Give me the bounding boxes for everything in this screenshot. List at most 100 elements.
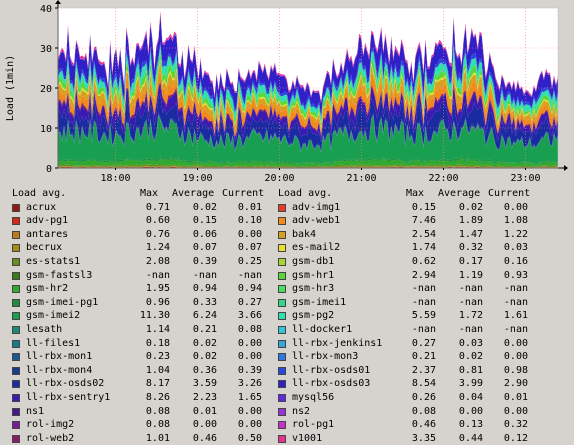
legend-current: 3.26 [238,377,262,391]
legend-current: 1.65 [238,391,262,405]
legend-swatch [12,285,20,293]
legend-average: 0.02 [193,337,217,351]
legend-series-name: es-stats1 [26,255,80,269]
legend-current: 0.27 [238,296,262,310]
legend-series-name: ns1 [26,405,44,419]
legend-swatch [12,435,20,443]
legend-row: gsm-fastsl3-nan-nan-nan [12,269,268,283]
legend-average: 0.13 [459,418,483,432]
y-axis-label: Load (1min) [5,55,16,121]
legend-swatch [278,285,286,293]
legend-current: 3.66 [238,309,262,323]
legend-swatch [12,394,20,402]
legend-average: 0.81 [459,364,483,378]
legend-average: 0.46 [193,432,217,445]
legend-max: 0.18 [146,337,170,351]
legend-average: 1.19 [459,269,483,283]
legend-series-name: antares [26,228,68,242]
legend-current: 0.08 [238,323,262,337]
legend-current: 0.32 [504,418,528,432]
legend-max: 0.27 [412,337,436,351]
legend-series-name: bak4 [292,228,316,242]
legend-swatch [12,258,20,266]
legend-average: 0.94 [193,282,217,296]
legend-max: 0.08 [146,405,170,419]
legend-max: 0.60 [146,214,170,228]
legend-average: 0.17 [459,255,483,269]
legend-average: 2.23 [193,391,217,405]
legend-max: 0.96 [146,296,170,310]
legend-current: 0.03 [504,241,528,255]
legend-series-name: adv-img1 [292,201,340,215]
legend-max: 1.01 [146,432,170,445]
legend-max: 1.14 [146,323,170,337]
legend-current: 0.00 [238,405,262,419]
legend-series-name: rol-img2 [26,418,74,432]
legend-max: 0.76 [146,228,170,242]
legend-swatch [278,367,286,375]
legend-max: 1.95 [146,282,170,296]
legend-current: -nan [504,323,528,337]
legend-current: 0.00 [238,228,262,242]
legend-max: 0.46 [412,418,436,432]
legend-series-name: ll-docker1 [292,323,352,337]
x-tick-label: 19:00 [182,173,212,184]
legend-max: 0.08 [146,418,170,432]
x-axis-arrow [564,165,568,171]
legend-series-name: gsm-hr1 [292,269,334,283]
legend-swatch [278,408,286,416]
y-tick-label: 0 [46,164,52,175]
legend-swatch [12,326,20,334]
legend-swatch [12,380,20,388]
legend-series-name: rol-web2 [26,432,74,445]
legend-series-name: gsm-fastsl3 [26,269,92,283]
legend-current: 0.01 [238,201,262,215]
legend-series-name: ll-rbx-osds02 [26,377,104,391]
legend-series-name: ll-files1 [26,337,80,351]
legend-max: 1.04 [146,364,170,378]
legend-max: 2.37 [412,364,436,378]
legend-series-name: ll-rbx-osds03 [292,377,370,391]
legend-series-name: gsm-imei-pg1 [26,296,98,310]
legend-series-name: ll-rbx-osds01 [292,364,370,378]
legend-max: 8.17 [146,377,170,391]
legend-current: 0.16 [504,255,528,269]
legend-series-name: gsm-hr3 [292,282,334,296]
legend-swatch [278,244,286,252]
x-tick-label: 21:00 [346,173,376,184]
legend-swatch [278,353,286,361]
legend-swatch [278,340,286,348]
legend-max: 7.46 [412,214,436,228]
legend-swatch [12,367,20,375]
legend-current: 0.93 [504,269,528,283]
legend-series-name: gsm-hr2 [26,282,68,296]
legend-swatch [278,272,286,280]
legend-current: 0.00 [504,337,528,351]
legend-current: 0.00 [238,350,262,364]
legend-average: 0.02 [459,350,483,364]
legend-current: 1.08 [504,214,528,228]
legend-max: 0.15 [412,201,436,215]
x-tick-label: 22:00 [428,173,458,184]
legend-swatch [12,299,20,307]
legend-max: 0.62 [412,255,436,269]
legend-max: 0.08 [412,405,436,419]
legend-average: 0.15 [193,214,217,228]
legend-series-name: v1001 [292,432,322,445]
legend-swatch [278,380,286,388]
legend-average: -nan [193,269,217,283]
legend-swatch [12,204,20,212]
